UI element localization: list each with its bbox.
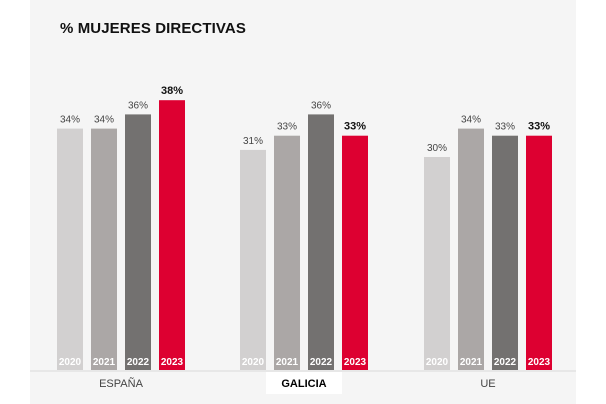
data-label: 34% [461, 115, 481, 126]
bar-españa-2023 [159, 100, 185, 370]
category-label: ESPAÑA [99, 377, 143, 390]
category-label: GALICIA [281, 378, 326, 390]
bar-españa-2020 [57, 128, 83, 370]
bar-ue-2020 [424, 157, 450, 370]
year-label: 2022 [127, 357, 150, 368]
year-label: 2023 [161, 357, 184, 368]
bar-galicia-2021 [274, 135, 300, 370]
year-label: 2022 [310, 357, 333, 368]
data-label: 31% [243, 136, 263, 147]
year-label: 2021 [93, 357, 116, 368]
data-label: 33% [528, 121, 550, 133]
year-label: 2021 [276, 357, 299, 368]
bar-ue-2022 [492, 135, 518, 370]
data-label: 33% [277, 122, 297, 133]
year-label: 2020 [59, 357, 82, 368]
data-label: 30% [427, 143, 447, 154]
bar-galicia-2020 [240, 149, 266, 370]
category-label: UE [480, 378, 495, 390]
bar-ue-2021 [458, 128, 484, 370]
bar-galicia-2022 [308, 114, 334, 371]
bar-ue-2023 [526, 135, 552, 370]
data-label: 36% [311, 100, 331, 111]
year-label: 2023 [344, 357, 367, 368]
year-label: 2023 [528, 357, 551, 368]
data-label: 36% [128, 100, 148, 111]
year-label: 2020 [242, 357, 265, 368]
chart-title: % MUJERES DIRECTIVAS [60, 20, 246, 37]
data-label: 33% [344, 121, 366, 133]
year-label: 2022 [494, 357, 517, 368]
year-label: 2021 [460, 357, 483, 368]
chart-panel [30, 0, 576, 404]
data-label: 34% [60, 115, 80, 126]
data-label: 33% [495, 122, 515, 133]
bar-españa-2021 [91, 128, 117, 370]
data-label: 34% [94, 115, 114, 126]
bar-galicia-2023 [342, 135, 368, 370]
year-label: 2020 [426, 357, 449, 368]
data-label: 38% [161, 85, 183, 97]
category-highlight [266, 372, 342, 394]
bar-españa-2022 [125, 114, 151, 371]
